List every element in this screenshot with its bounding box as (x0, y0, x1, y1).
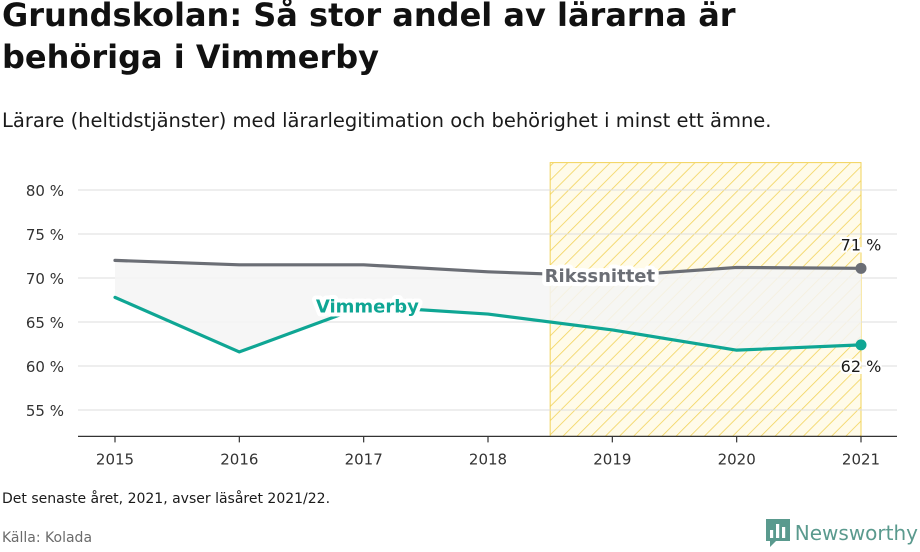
series-label-vimmerby: Vimmerby (316, 296, 419, 317)
chart-footnote: Det senaste året, 2021, avser läsåret 20… (2, 491, 331, 507)
y-tick-label: 70 % (26, 270, 64, 288)
x-tick-label: 2015 (96, 450, 134, 468)
series-line-rikssnittet (113, 258, 863, 278)
series-gap-area (115, 260, 861, 352)
x-tick-label: 2019 (593, 450, 631, 468)
x-tick-label: 2017 (345, 450, 383, 468)
chart-subtitle: Lärare (heltidstjänster) med lärarlegiti… (2, 109, 772, 132)
x-tick-label: 2016 (220, 450, 258, 468)
series-line-vimmerby (113, 295, 863, 354)
brand-logo[interactable]: Newsworthy (765, 518, 918, 548)
source-text: Källa: Kolada (2, 530, 93, 546)
y-tick-label: 60 % (26, 358, 64, 376)
y-tick-label: 75 % (26, 226, 64, 244)
endpoint-marker-vimmerby (855, 339, 867, 351)
chart-title: Grundskolan: Så stor andel av lärarna är… (2, 0, 736, 76)
x-tick-label: 2020 (718, 450, 756, 468)
endpoint-marker-rikssnittet (855, 262, 867, 274)
series-label-rikssnittet: Rikssnittet (545, 266, 656, 287)
bar-chart-speech-bubble-icon (765, 519, 790, 547)
end-value-label-vimmerby: 62 % (841, 357, 882, 376)
y-tick-label: 55 % (26, 402, 64, 420)
x-tick-label: 2018 (469, 450, 507, 468)
line-chart: 55 % 60 % 65 % 70 % 75 % 80 % 2015 2016 2017 201… (26, 162, 897, 468)
x-tick-label: 2021 (842, 450, 880, 468)
y-tick-label: 80 % (26, 182, 64, 200)
end-value-label-rikssnittet: 71 % (841, 235, 882, 254)
brand-name: Newsworthy (794, 521, 918, 545)
y-tick-label: 65 % (26, 314, 64, 332)
